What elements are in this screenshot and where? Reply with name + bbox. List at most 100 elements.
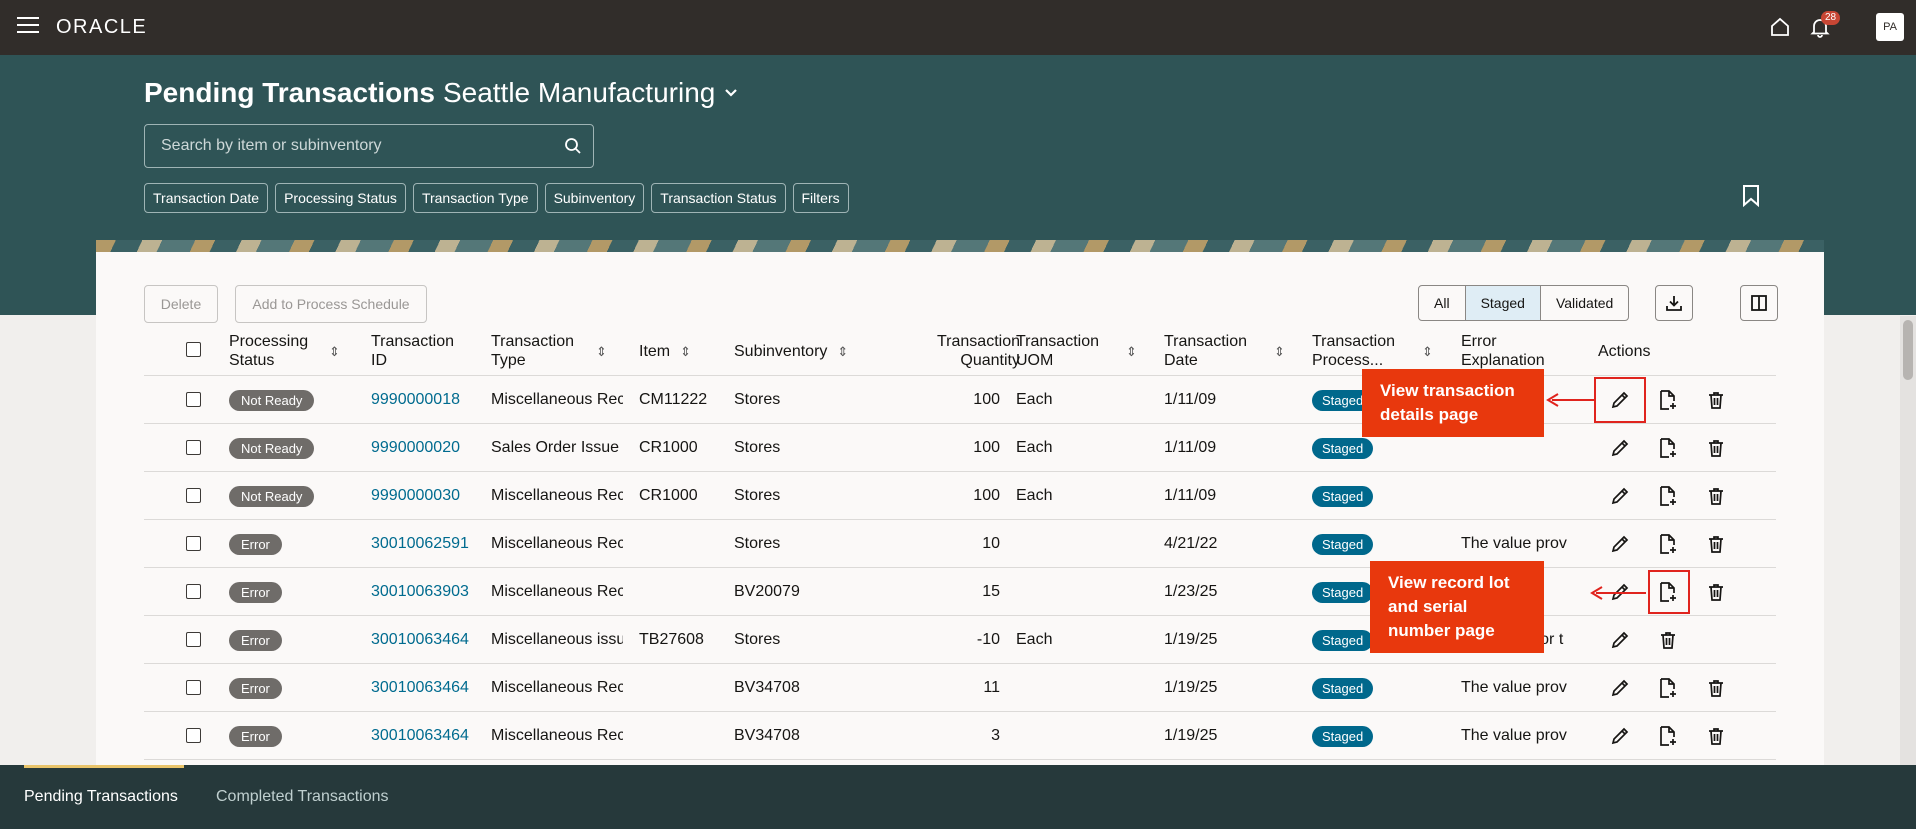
col-transaction-quantity[interactable]: Transaction Quantity <box>937 333 1020 369</box>
search-input[interactable] <box>145 137 553 155</box>
filter-more[interactable]: Filters <box>792 183 849 213</box>
filter-transaction-date[interactable]: Transaction Date <box>144 183 269 213</box>
sort-icon[interactable]: ⇕ <box>1422 343 1433 359</box>
lot-serial-document-icon[interactable] <box>1656 436 1680 460</box>
filter-processing-status[interactable]: Processing Status <box>275 183 406 213</box>
col-item[interactable]: Item ⇕ <box>639 343 692 360</box>
table-row[interactable]: Error 30010063464 Miscellaneous Rec BV34708… <box>144 712 1776 760</box>
filter-subinventory[interactable]: Subinventory <box>544 183 645 213</box>
panel-layout-button[interactable] <box>1740 285 1778 321</box>
col-transaction-process[interactable]: Transaction Process... ⇕ <box>1312 333 1433 369</box>
cell-uom <box>1016 664 1146 712</box>
cell-uom <box>1016 712 1146 760</box>
delete-trash-icon[interactable] <box>1704 580 1728 604</box>
sort-icon[interactable]: ⇕ <box>1274 343 1285 359</box>
delete-button[interactable]: Delete <box>144 285 218 323</box>
menu-icon[interactable] <box>17 17 39 35</box>
transaction-id-link[interactable]: 30010063464 <box>371 679 469 696</box>
transaction-id-link[interactable]: 30010062591 <box>371 535 469 552</box>
delete-trash-icon[interactable] <box>1704 532 1728 556</box>
delete-trash-icon[interactable] <box>1704 436 1728 460</box>
organization-chevron-down-icon[interactable] <box>723 85 739 101</box>
col-processing-status[interactable]: Processing Status ⇕ <box>229 333 340 369</box>
cell-transaction-type: Miscellaneous Rec <box>491 535 623 552</box>
cell-uom: Each <box>1016 631 1053 648</box>
home-icon[interactable] <box>1765 12 1795 42</box>
delete-trash-icon[interactable] <box>1704 388 1728 412</box>
transactions-card <box>96 252 1824 765</box>
view-toggle-validated[interactable]: Validated <box>1555 295 1614 311</box>
cell-date: 1/19/25 <box>1164 631 1218 648</box>
row-checkbox[interactable] <box>186 584 201 599</box>
user-avatar[interactable]: PA <box>1876 13 1904 41</box>
lot-serial-document-icon[interactable] <box>1656 484 1680 508</box>
col-transaction-date[interactable]: Transaction Date ⇕ <box>1164 333 1285 369</box>
row-checkbox[interactable] <box>186 536 201 551</box>
edit-pencil-icon[interactable] <box>1608 388 1632 412</box>
sort-icon[interactable]: ⇕ <box>680 344 692 359</box>
row-checkbox[interactable] <box>186 680 201 695</box>
row-checkbox[interactable] <box>186 728 201 743</box>
delete-trash-icon[interactable] <box>1656 628 1680 652</box>
lot-serial-document-icon[interactable] <box>1656 388 1680 412</box>
bookmark-icon[interactable] <box>1742 185 1760 212</box>
table-row[interactable]: Error 30010063903 Miscellaneous Rec BV20079… <box>144 568 1776 616</box>
select-all-checkbox[interactable] <box>186 342 201 357</box>
page-scrollbar-thumb[interactable] <box>1903 320 1913 380</box>
transaction-id-link[interactable]: 30010063464 <box>371 727 469 744</box>
delete-trash-icon[interactable] <box>1704 484 1728 508</box>
row-checkbox[interactable] <box>186 488 201 503</box>
sort-icon[interactable]: ⇕ <box>596 343 607 359</box>
filter-transaction-status[interactable]: Transaction Status <box>651 183 786 213</box>
edit-pencil-icon[interactable] <box>1608 724 1632 748</box>
col-transaction-id[interactable]: Transaction ID <box>371 333 454 369</box>
edit-pencil-icon[interactable] <box>1608 628 1632 652</box>
lot-serial-document-icon[interactable] <box>1656 580 1680 604</box>
transaction-id-link[interactable]: 9990000030 <box>371 487 460 504</box>
transaction-id-link[interactable]: 9990000018 <box>371 391 460 408</box>
table-row[interactable]: Not Ready 9990000018 Miscellaneous Rec CM11… <box>144 376 1776 424</box>
filter-transaction-type[interactable]: Transaction Type <box>412 183 538 213</box>
processing-status-badge: Error <box>229 581 282 603</box>
search-icon[interactable] <box>553 126 593 166</box>
cell-process: Staged <box>1312 568 1442 616</box>
delete-trash-icon[interactable] <box>1704 676 1728 700</box>
table-row[interactable]: Not Ready 9990000030 Miscellaneous Rec CR10… <box>144 472 1776 520</box>
view-toggle-all[interactable]: All <box>1419 286 1466 320</box>
col-transaction-uom[interactable]: Transaction UOM ⇕ <box>1016 333 1137 369</box>
row-checkbox[interactable] <box>186 440 201 455</box>
delete-trash-icon[interactable] <box>1704 724 1728 748</box>
transaction-id-link[interactable]: 9990000020 <box>371 439 460 456</box>
download-button[interactable] <box>1655 285 1693 321</box>
lot-serial-highlight-box <box>1648 570 1690 614</box>
callout-arrow-lot-serial <box>1590 586 1646 600</box>
edit-pencil-icon[interactable] <box>1608 436 1632 460</box>
page-scrollbar[interactable] <box>1900 316 1916 765</box>
sort-icon[interactable]: ⇕ <box>837 344 849 359</box>
table-row[interactable]: Not Ready 9990000020 Sales Order Issue CR10… <box>144 424 1776 472</box>
row-checkbox[interactable] <box>186 392 201 407</box>
col-error-explanation[interactable]: Error Explanation <box>1461 333 1545 369</box>
edit-pencil-icon[interactable] <box>1608 484 1632 508</box>
tab-completed-transactions[interactable]: Completed Transactions <box>216 788 389 805</box>
col-transaction-type[interactable]: Transaction Type ⇕ <box>491 333 607 369</box>
cell-item: CR1000 <box>639 487 698 504</box>
edit-pencil-icon[interactable] <box>1608 676 1632 700</box>
lot-serial-document-icon[interactable] <box>1656 724 1680 748</box>
table-row[interactable]: Error 30010063464 Miscellaneous Rec BV34708… <box>144 664 1776 712</box>
table-row[interactable]: Error 30010062591 Miscellaneous Rec Stores 1… <box>144 520 1776 568</box>
tab-pending-transactions[interactable]: Pending Transactions <box>24 788 178 805</box>
row-checkbox[interactable] <box>186 632 201 647</box>
lot-serial-document-icon[interactable] <box>1656 676 1680 700</box>
view-toggle-staged[interactable]: Staged <box>1465 286 1541 320</box>
edit-pencil-icon[interactable] <box>1608 532 1632 556</box>
col-subinventory[interactable]: Subinventory ⇕ <box>734 343 849 360</box>
lot-serial-document-icon[interactable] <box>1656 532 1680 556</box>
transaction-id-link[interactable]: 30010063464 <box>371 631 469 648</box>
transaction-id-link[interactable]: 30010063903 <box>371 583 469 600</box>
add-to-process-schedule-button[interactable]: Add to Process Schedule <box>235 285 427 323</box>
edit-pencil-icon[interactable] <box>1608 580 1632 604</box>
cell-process: Staged <box>1312 712 1442 760</box>
sort-icon[interactable]: ⇕ <box>329 343 340 359</box>
sort-icon[interactable]: ⇕ <box>1126 343 1137 359</box>
